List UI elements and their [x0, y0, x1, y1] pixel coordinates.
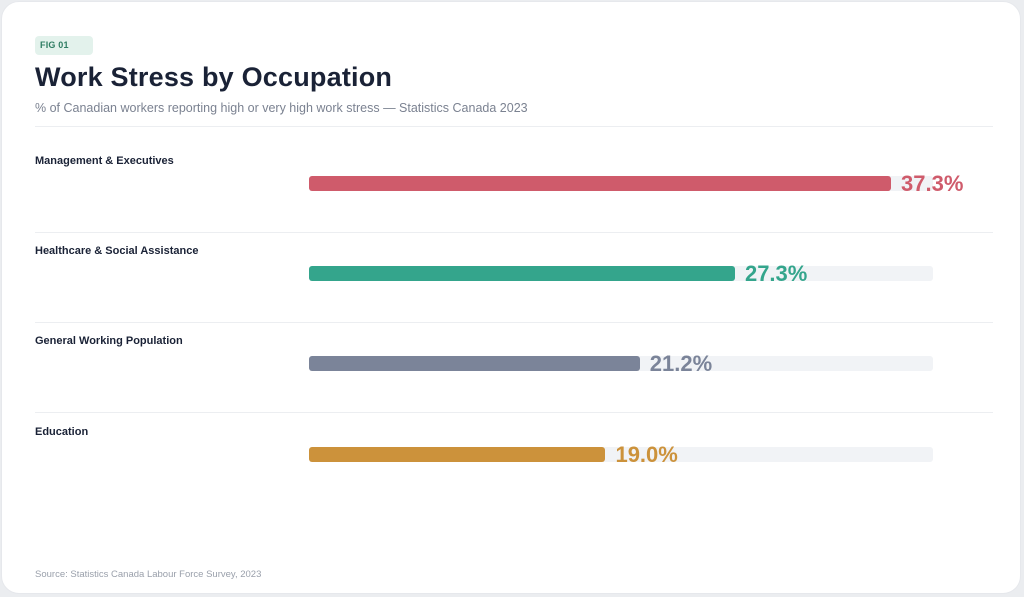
category-label-education: Education	[35, 426, 89, 438]
category-label-management: Management & Executives	[35, 155, 174, 167]
bar-education	[309, 447, 606, 462]
divider	[35, 412, 993, 413]
category-label-general: General Working Population	[35, 335, 183, 347]
bar-general	[309, 356, 640, 371]
divider	[35, 322, 993, 323]
value-label-management: 37.3%	[901, 171, 964, 196]
value-label-healthcare: 27.3%	[744, 261, 808, 286]
bar-healthcare	[309, 266, 735, 281]
divider	[35, 232, 993, 233]
source-note: Source: Statistics Canada Labour Force S…	[35, 569, 262, 580]
category-label-healthcare: Healthcare & Social Assistance	[35, 245, 199, 257]
value-label-general: 21.2%	[649, 351, 713, 376]
figure-badge: FIG 01	[35, 36, 93, 55]
value-label-education: 19.0%	[615, 442, 678, 467]
chart-title: Work Stress by Occupation	[35, 62, 393, 92]
bar-management	[309, 176, 891, 191]
divider	[35, 126, 993, 127]
chart-subtitle: % of Canadian workers reporting high or …	[35, 101, 528, 115]
